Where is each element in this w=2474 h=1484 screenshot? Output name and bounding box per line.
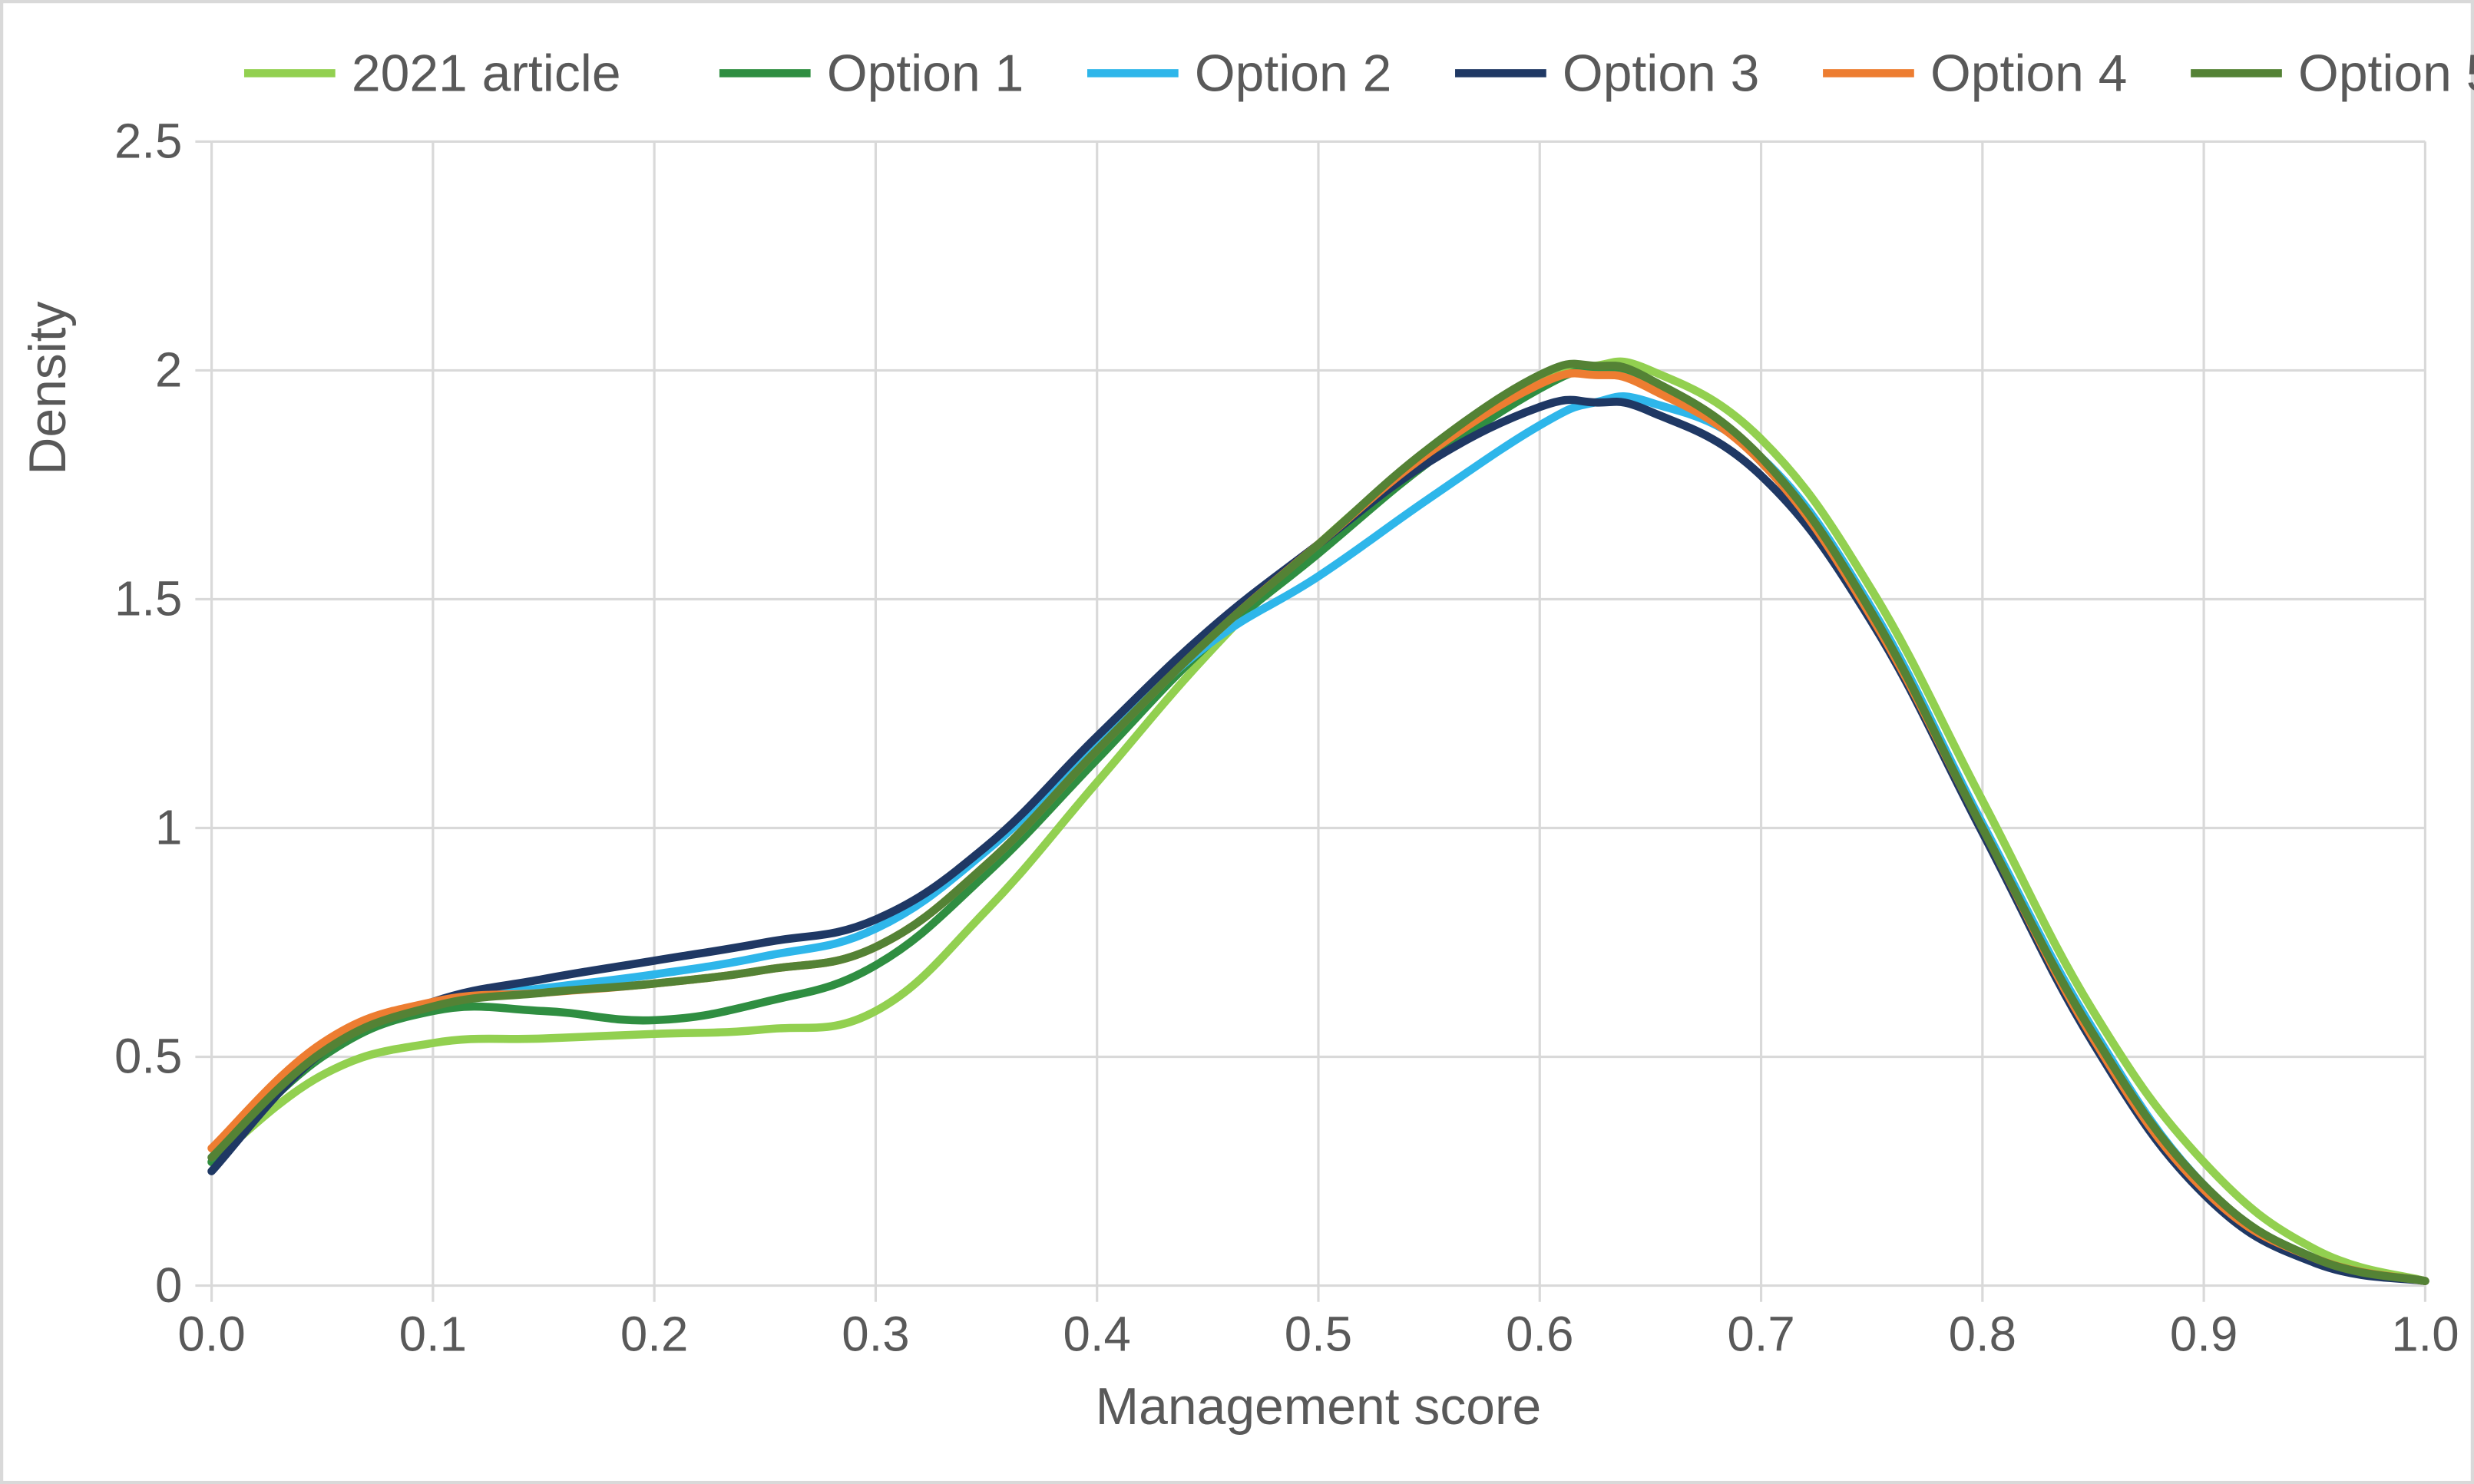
legend-label: Option 3 (1563, 45, 1759, 103)
y-tick-label: 1 (155, 801, 182, 855)
x-tick-label: 0.0 (177, 1307, 245, 1361)
legend-label: Option 2 (1195, 45, 1391, 103)
y-tick-label: 0 (155, 1258, 182, 1313)
x-tick-label: 1.0 (2391, 1307, 2459, 1361)
x-tick-label: 0.7 (1727, 1307, 1794, 1361)
legend-label: 2021 article (352, 45, 621, 103)
legend: 2021 article Option 1 Option 2 Option 3 Opti… (244, 45, 2474, 103)
y-tick-label: 1.5 (114, 572, 182, 626)
x-tick-label: 0.2 (620, 1307, 688, 1361)
y-tick-labels: 0 0.5 1 1.5 2 2.5 (114, 114, 182, 1313)
x-tick-labels: 0.0 0.1 0.2 0.3 0.4 0.5 0.6 0.7 0.8 0.9 1.0 (177, 1307, 2459, 1361)
x-tick-label: 0.1 (399, 1307, 467, 1361)
tick-marks (195, 141, 2425, 1301)
x-tick-label: 0.6 (1506, 1307, 1573, 1361)
legend-label: Option 4 (1930, 45, 2127, 103)
chart-svg: 0.0 0.1 0.2 0.3 0.4 0.5 0.6 0.7 0.8 0.9 1.0 0 0.5 1 1.… (0, 0, 2474, 1484)
legend-label: Option 5 (2298, 45, 2474, 103)
x-tick-label: 0.3 (842, 1307, 909, 1361)
y-tick-label: 0.5 (114, 1030, 182, 1084)
x-tick-label: 0.9 (2170, 1307, 2238, 1361)
x-axis-label: Management score (1096, 1378, 1542, 1436)
x-tick-label: 0.4 (1063, 1307, 1131, 1361)
grid (212, 141, 2426, 1285)
legend-label: Option 1 (827, 45, 1024, 103)
y-tick-label: 2 (155, 343, 182, 398)
x-tick-label: 0.8 (1949, 1307, 2016, 1361)
y-axis-label: Density (19, 301, 77, 474)
density-chart: 0.0 0.1 0.2 0.3 0.4 0.5 0.6 0.7 0.8 0.9 1.0 0 0.5 1 1.… (0, 0, 2474, 1484)
y-tick-label: 2.5 (114, 114, 182, 169)
x-tick-label: 0.5 (1285, 1307, 1352, 1361)
